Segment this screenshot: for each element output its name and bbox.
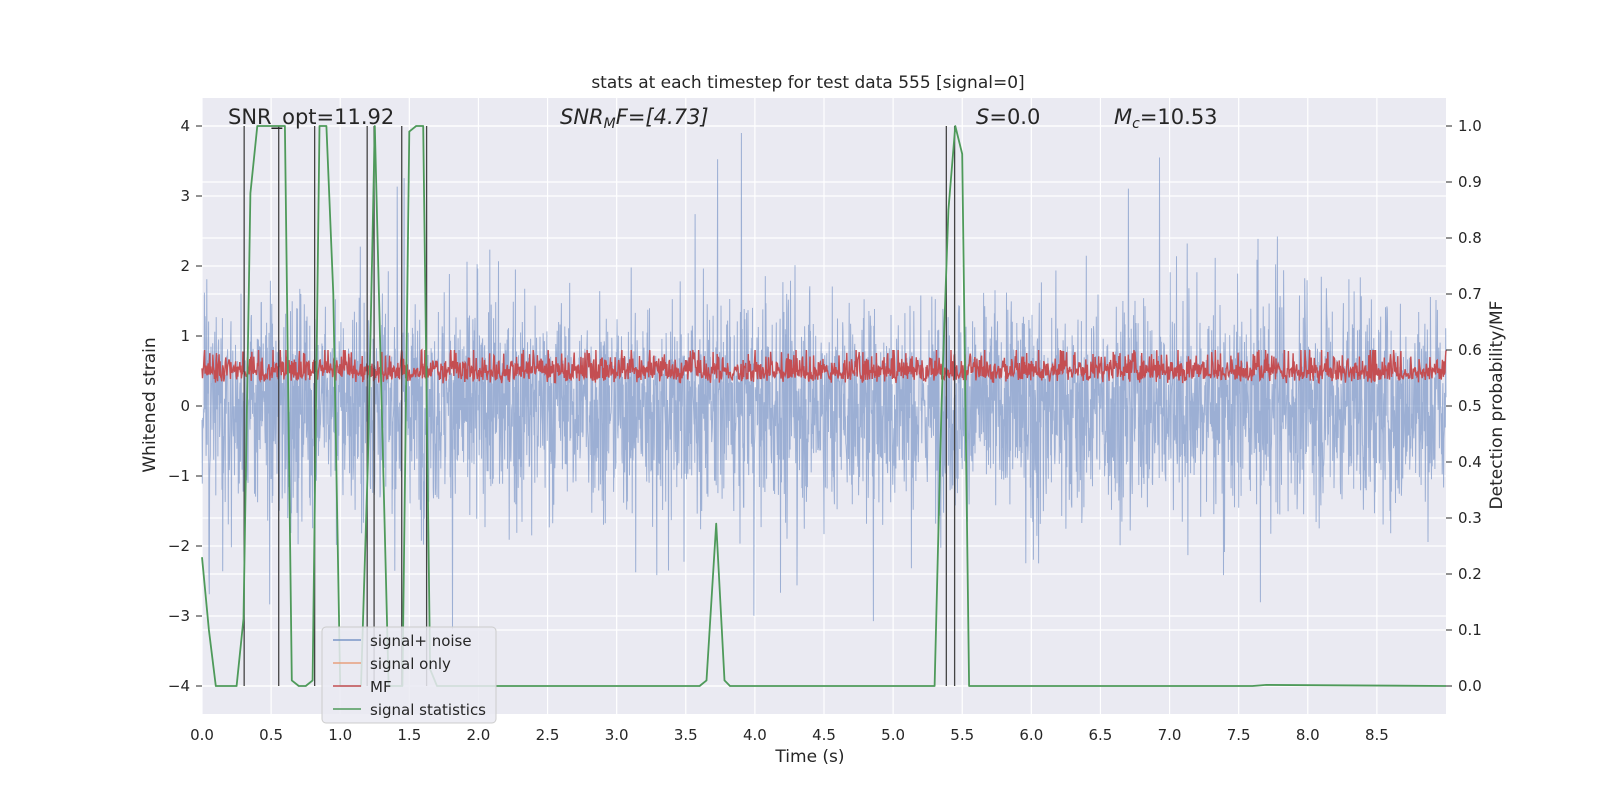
legend-entry-signal-statistics: signal statistics (370, 701, 486, 719)
right-y-tick-label: 0.2 (1458, 565, 1482, 583)
snr-mf-prefix: SNR (560, 105, 604, 129)
x-tick-label: 7.5 (1227, 726, 1251, 744)
s-value: =0.0 (989, 105, 1040, 129)
chart-title: stats at each timestep for test data 555… (591, 73, 1024, 93)
right-y-tick-label: 0.1 (1458, 621, 1482, 639)
right-y-tick-label: 0.0 (1458, 677, 1482, 695)
legend: signal+ noise signal only MF signal stat… (321, 626, 497, 724)
left-y-tick-label: −4 (168, 677, 190, 695)
signal-plus-noise-line (201, 132, 1447, 630)
left-y-axis-label: Whitened strain (140, 337, 160, 472)
x-tick-label: 4.5 (812, 726, 836, 744)
mf-line (201, 348, 1447, 385)
x-tick-label: 6.0 (1019, 726, 1043, 744)
signal-statistics-series (201, 125, 1447, 687)
x-axis-label: Time (s) (774, 747, 844, 767)
left-y-tick-label: −1 (168, 467, 190, 485)
x-tick-label: 7.0 (1158, 726, 1182, 744)
left-y-axis-ticks: −4 −3 −2 −1 0 1 2 3 4 (168, 117, 202, 695)
x-tick-label: 1.0 (328, 726, 352, 744)
right-y-axis-ticks: 0.0 0.1 0.2 0.3 0.4 0.5 0.6 0.7 0.8 0.9 1.0 (1446, 117, 1482, 695)
left-y-tick-label: 4 (180, 117, 190, 135)
x-axis-ticks: 0.0 0.5 1.0 1.5 2.0 2.5 3.0 3.5 4.0 4.5 5.0 5.5 6.0 6… (190, 726, 1389, 744)
x-tick-label: 6.5 (1089, 726, 1113, 744)
x-tick-label: 2.5 (536, 726, 560, 744)
x-tick-label: 5.5 (950, 726, 974, 744)
legend-box (321, 626, 497, 724)
right-y-axis-label: Detection probability/MF (1487, 301, 1507, 510)
left-y-tick-label: −3 (168, 607, 190, 625)
noise-series (201, 132, 1447, 630)
right-y-tick-label: 0.6 (1458, 341, 1482, 359)
mc-subscript: c (1132, 116, 1140, 132)
mc-label: M (1114, 105, 1132, 129)
snr-mf-subscript: M (604, 116, 616, 132)
snr-opt-annotation: SNR_opt=11.92 (228, 105, 394, 130)
x-tick-label: 8.0 (1296, 726, 1320, 744)
snr-mf-annotation: SNRMF=[4.73] (560, 105, 709, 132)
x-tick-label: 0.5 (259, 726, 283, 744)
mc-value: =10.53 (1140, 105, 1218, 129)
right-y-tick-label: 0.8 (1458, 229, 1482, 247)
left-y-tick-label: 2 (180, 257, 190, 275)
left-y-tick-label: 0 (180, 397, 190, 415)
x-tick-label: 0.0 (190, 726, 214, 744)
x-tick-label: 3.5 (674, 726, 698, 744)
legend-entry-signal-only: signal only (370, 655, 451, 673)
x-tick-label: 5.0 (881, 726, 905, 744)
mc-annotation: Mc=10.53 (1114, 105, 1218, 132)
legend-entry-mf: MF (370, 678, 392, 696)
right-y-tick-label: 0.5 (1458, 397, 1482, 415)
right-y-tick-label: 1.0 (1458, 117, 1482, 135)
left-y-tick-label: 3 (180, 187, 190, 205)
right-y-tick-label: 0.4 (1458, 453, 1482, 471)
right-y-tick-label: 0.9 (1458, 173, 1482, 191)
s-label: S (976, 105, 989, 129)
right-y-tick-label: 0.3 (1458, 509, 1482, 527)
x-tick-label: 8.5 (1365, 726, 1389, 744)
left-y-tick-label: −2 (168, 537, 190, 555)
s-annotation: S=0.0 (976, 105, 1040, 129)
x-tick-label: 4.0 (743, 726, 767, 744)
right-y-tick-label: 0.7 (1458, 285, 1482, 303)
x-tick-label: 3.0 (605, 726, 629, 744)
legend-entry-noise: signal+ noise (370, 632, 472, 650)
x-tick-label: 2.0 (467, 726, 491, 744)
mf-series (201, 348, 1447, 385)
left-y-tick-label: 1 (180, 327, 190, 345)
signal-statistics-line (201, 125, 1447, 687)
snr-mf-value: F=[4.73] (616, 105, 709, 129)
x-tick-label: 1.5 (397, 726, 421, 744)
